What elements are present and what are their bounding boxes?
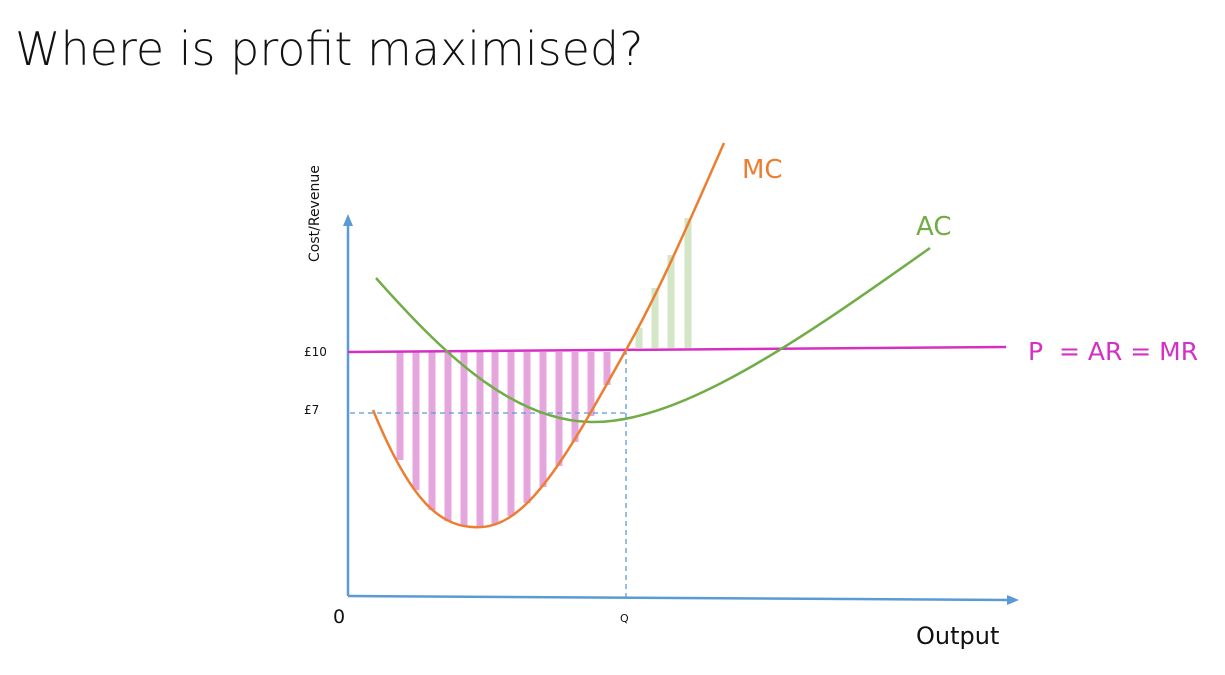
ac-label: AC bbox=[916, 212, 951, 242]
area-bar bbox=[667, 255, 675, 348]
area-bar bbox=[412, 352, 420, 490]
mc-curve bbox=[371, 142, 726, 529]
area-bar bbox=[476, 352, 484, 527]
mc-label: MC bbox=[742, 155, 783, 185]
y-tick-label: £10 bbox=[304, 345, 327, 359]
x-axis-arrow bbox=[1007, 595, 1019, 605]
area-bar bbox=[587, 352, 595, 416]
slide-title: Where is profit maximised? bbox=[15, 22, 643, 76]
area-bar bbox=[539, 352, 547, 487]
area-bar bbox=[428, 352, 436, 510]
y-axis-label: Cost/Revenue bbox=[307, 165, 323, 262]
area-bar bbox=[491, 352, 499, 524]
area-bars bbox=[396, 218, 692, 527]
y-axis-arrow bbox=[343, 214, 353, 226]
area-bar bbox=[635, 328, 643, 348]
y-tick-label: £7 bbox=[304, 403, 319, 417]
area-bar bbox=[523, 352, 531, 503]
area-bar bbox=[651, 288, 659, 348]
origin-label: 0 bbox=[333, 606, 345, 628]
area-bar bbox=[460, 352, 468, 526]
price-line bbox=[347, 345, 1007, 354]
area-bar bbox=[571, 352, 579, 442]
price-label: P = AR = MR bbox=[1028, 337, 1198, 366]
area-bar bbox=[444, 352, 452, 521]
area-bar bbox=[555, 352, 563, 466]
area-bar bbox=[603, 352, 611, 385]
area-bar bbox=[684, 218, 692, 348]
x-axis bbox=[347, 594, 1011, 602]
area-bar bbox=[507, 352, 515, 516]
x-tick-label: Q bbox=[620, 612, 629, 625]
ac-curve bbox=[375, 246, 931, 424]
x-axis-label: Output bbox=[916, 622, 999, 650]
area-bar bbox=[396, 352, 404, 460]
